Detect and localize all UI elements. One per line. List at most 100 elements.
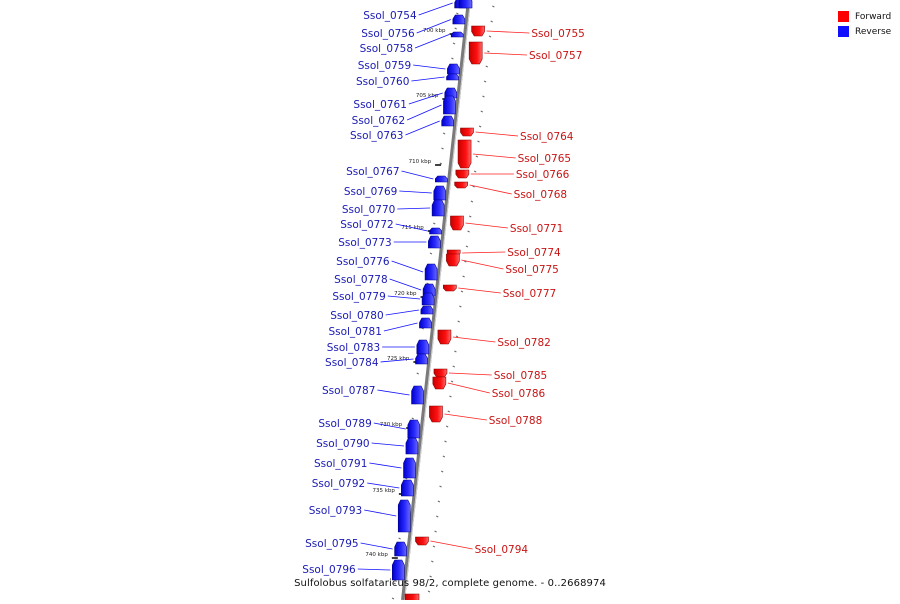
axis-dot <box>482 95 485 98</box>
legend-reverse-swatch <box>838 26 849 37</box>
axis-dot <box>393 582 396 585</box>
reverse-gene-connector <box>395 223 428 232</box>
kbp-tick-label: 705 kbp <box>416 93 439 99</box>
legend-reverse: Reverse <box>838 24 891 39</box>
forward-gene-label: Ssol_0764 <box>520 131 574 143</box>
reverse-gene-label: Ssol_0793 <box>309 505 362 517</box>
reverse-gene-connector <box>391 260 424 273</box>
reverse-gene-connector <box>413 64 446 70</box>
axis-dot <box>433 222 436 225</box>
axis-dot <box>487 50 490 53</box>
axis-dot <box>447 410 451 413</box>
axis-dot <box>436 515 439 518</box>
axis-dot <box>434 530 437 533</box>
axis-dot <box>444 440 447 443</box>
kbp-tick-label: 735 kbp <box>372 488 395 494</box>
reverse-gene-connector <box>399 190 432 194</box>
reverse-gene-connector <box>369 462 402 469</box>
kbp-tick-label: 740 kbp <box>365 552 388 558</box>
reverse-gene-label: Ssol_0781 <box>328 326 381 338</box>
axis-dot <box>454 350 457 353</box>
reverse-gene-label: Ssol_0758 <box>360 43 413 55</box>
axis-dot <box>485 65 488 68</box>
axis-dot <box>429 252 433 255</box>
forward-gene-label: Ssol_0782 <box>497 337 550 349</box>
forward-gene-label: Ssol_0766 <box>516 169 570 181</box>
axis-dot <box>442 455 446 458</box>
genome-axis-highlight <box>404 0 471 601</box>
forward-gene-label: Ssol_0777 <box>503 288 556 300</box>
axis-dot <box>469 215 472 218</box>
reverse-gene-glyph <box>420 305 434 315</box>
reverse-gene-glyph <box>401 479 414 497</box>
forward-gene-connector <box>448 372 492 376</box>
axis-dot <box>452 42 456 45</box>
forward-gene-connector <box>484 52 527 56</box>
reverse-gene-glyph <box>405 437 419 455</box>
reverse-gene-connector <box>371 442 404 447</box>
reverse-gene-connector <box>360 542 393 550</box>
reverse-gene-label: Ssol_0773 <box>338 237 391 249</box>
forward-gene-glyph <box>443 284 457 292</box>
forward-gene-glyph <box>404 593 420 604</box>
forward-gene-connector <box>452 336 496 343</box>
legend: Forward Reverse <box>838 9 891 39</box>
reverse-gene-connector <box>418 2 453 16</box>
forward-gene-connector <box>430 540 473 550</box>
forward-gene-label: Ssol_0765 <box>518 153 571 165</box>
axis-dot <box>440 470 444 473</box>
reverse-gene-connector <box>367 482 400 489</box>
forward-gene-connector <box>458 287 501 294</box>
reverse-gene-glyph <box>424 263 438 281</box>
reverse-gene-label: Ssol_0759 <box>358 60 411 72</box>
reverse-gene-label: Ssol_0763 <box>350 130 403 142</box>
reverse-gene-connector <box>401 170 434 180</box>
forward-gene-label: Ssol_0775 <box>505 264 558 276</box>
reverse-gene-glyph <box>447 63 460 75</box>
reverse-gene-glyph <box>407 419 421 439</box>
forward-gene-label: Ssol_0757 <box>529 50 582 62</box>
axis-dot <box>470 200 474 203</box>
axis-dot <box>477 140 480 143</box>
axis-dot <box>492 5 495 8</box>
forward-gene-label: Ssol_0788 <box>489 415 542 427</box>
reverse-gene-glyph <box>397 499 411 533</box>
reverse-gene-glyph <box>403 457 416 479</box>
forward-gene-label: Ssol_0785 <box>494 370 547 382</box>
axis-dot <box>442 132 446 135</box>
reverse-gene-glyph <box>452 14 466 25</box>
forward-gene-glyph <box>432 376 447 390</box>
forward-gene-label: Ssol_0786 <box>492 388 546 400</box>
reverse-gene-label: Ssol_0792 <box>312 478 365 490</box>
forward-gene-glyph <box>415 536 429 546</box>
axis-dot <box>391 597 395 600</box>
reverse-gene-connector <box>416 19 452 34</box>
axis-dot <box>473 170 477 173</box>
forward-gene-label: Ssol_0771 <box>510 223 563 235</box>
legend-forward-label: Forward <box>855 11 892 22</box>
axis-dot <box>416 372 419 375</box>
reverse-gene-label: Ssol_0796 <box>302 564 356 576</box>
forward-gene-label: Ssol_0768 <box>514 189 567 201</box>
reverse-gene-glyph <box>392 559 405 581</box>
reverse-gene-glyph <box>415 353 428 365</box>
reverse-gene-connector <box>411 76 445 82</box>
reverse-gene-glyph <box>411 385 424 405</box>
axis-dot <box>456 12 459 15</box>
axis-dot <box>432 545 436 548</box>
forward-gene-connector <box>461 259 504 270</box>
reverse-gene-label: Ssol_0778 <box>334 274 387 286</box>
forward-gene-glyph <box>433 368 448 378</box>
forward-gene-glyph <box>437 329 452 345</box>
axis-dot <box>455 335 459 338</box>
axis-dot <box>411 417 415 420</box>
forward-gene-connector <box>473 153 516 159</box>
genome-caption: Sulfolobus solfataricus 98/2, complete g… <box>294 578 606 589</box>
forward-gene-glyph <box>460 127 474 137</box>
forward-gene-glyph <box>446 253 460 267</box>
axis-dot <box>451 57 454 60</box>
forward-gene-connector <box>465 222 508 229</box>
axis-dot <box>472 185 475 188</box>
reverse-gene-label: Ssol_0783 <box>327 342 380 354</box>
kbp-tick-label: 700 kbp <box>423 28 446 34</box>
